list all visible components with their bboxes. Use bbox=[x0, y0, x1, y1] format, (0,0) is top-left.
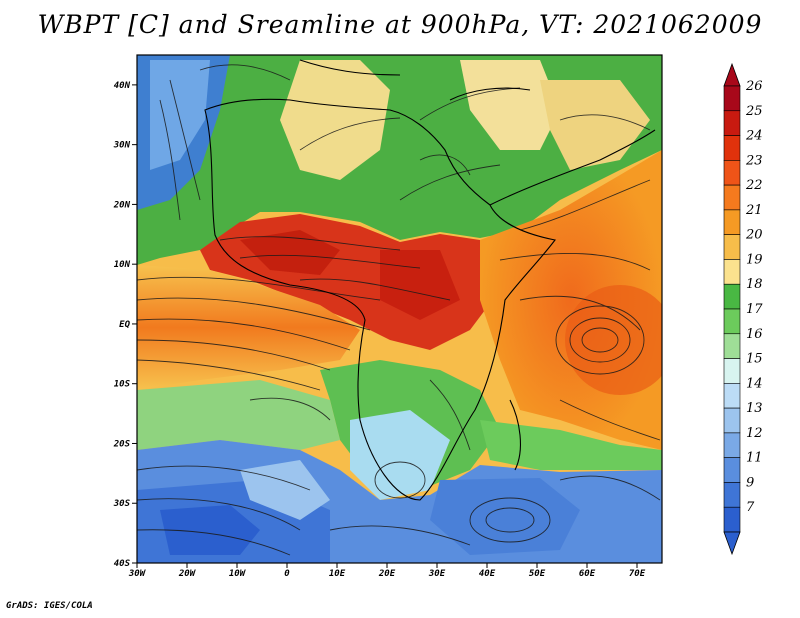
colorbar-swatch bbox=[723, 432, 741, 458]
colorbar-label: 18 bbox=[746, 277, 763, 292]
x-tick-label: 70E bbox=[629, 569, 646, 579]
y-tick-label: EQ bbox=[119, 320, 130, 330]
colorbar-label: 23 bbox=[745, 153, 763, 168]
colorbar-label: 24 bbox=[745, 129, 763, 144]
colorbar-label: 26 bbox=[745, 79, 763, 94]
y-tick-label: 20S bbox=[113, 439, 131, 449]
colorbar-swatch bbox=[723, 259, 741, 285]
x-tick-label: 10W bbox=[229, 569, 247, 579]
map-title: WBPT [C] and Sreamline at 900hPa, VT: 20… bbox=[37, 10, 763, 39]
x-tick-label: 40E bbox=[479, 569, 496, 579]
colorbar-label: 11 bbox=[746, 451, 763, 466]
colorbar-swatch bbox=[723, 110, 741, 136]
colorbar-swatch bbox=[723, 333, 741, 359]
plot-frame bbox=[136, 54, 663, 564]
colorbar-label: 16 bbox=[746, 327, 763, 342]
y-axis-labels: 40N 30N 20N 10N EQ 10S 20S 30S 40S bbox=[113, 81, 131, 569]
colorbar-label: 15 bbox=[746, 352, 763, 367]
x-tick-label: 30W bbox=[128, 569, 147, 579]
colorbar-label: 12 bbox=[746, 426, 763, 441]
colorbar-swatch bbox=[723, 283, 741, 310]
colorbar-swatch bbox=[723, 308, 741, 335]
colorbar-top-arrow bbox=[723, 62, 741, 87]
footer-credit: GrADS: IGES/COLA bbox=[6, 601, 93, 611]
colorbar-swatch bbox=[723, 482, 741, 508]
y-tick-label: 10S bbox=[114, 380, 131, 390]
colorbar-swatch bbox=[723, 506, 741, 533]
x-tick-label: 30E bbox=[428, 569, 446, 579]
streamlines bbox=[137, 64, 661, 556]
colorbar-swatch bbox=[723, 457, 741, 483]
y-tick-label: 20N bbox=[113, 200, 131, 210]
x-tick-label: 0 bbox=[284, 569, 290, 579]
x-tick-label: 60E bbox=[579, 569, 596, 579]
colorbar: 26 25 24 23 22 21 20 19 18 17 16 15 14 13 12 11 9 7 bbox=[723, 62, 763, 556]
colorbar-bottom-arrow bbox=[723, 531, 741, 556]
colorbar-label: 20 bbox=[745, 228, 763, 243]
x-tick-label: 20E bbox=[378, 569, 396, 579]
colorbar-swatch bbox=[723, 209, 741, 235]
colorbar-label: 14 bbox=[746, 376, 763, 391]
colorbar-label: 13 bbox=[746, 401, 763, 416]
y-tick-label: 30N bbox=[113, 141, 131, 151]
colorbar-swatch bbox=[723, 383, 741, 409]
y-tick-label: 40N bbox=[114, 81, 131, 91]
colorbar-swatch bbox=[723, 184, 741, 211]
colorbar-label: 21 bbox=[745, 203, 763, 218]
y-tick-label: 40S bbox=[114, 559, 131, 569]
x-axis-labels: 30W 20W 10W 0 10E 20E 30E 40E 50E 60E 70E bbox=[128, 569, 646, 579]
y-tick-label: 30S bbox=[113, 499, 131, 509]
colorbar-label: 7 bbox=[746, 500, 755, 515]
colorbar-label: 19 bbox=[746, 252, 763, 267]
colorbar-swatch bbox=[723, 160, 741, 186]
coastlines bbox=[204, 59, 656, 501]
x-tick-label: 10E bbox=[329, 569, 346, 579]
colorbar-swatch bbox=[723, 407, 741, 434]
x-tick-label: 50E bbox=[529, 569, 546, 579]
colorbar-label: 22 bbox=[745, 178, 763, 193]
x-tick-label: 20W bbox=[178, 569, 197, 579]
map-field bbox=[137, 55, 662, 563]
axis-ticks bbox=[132, 84, 638, 568]
colorbar-label: 25 bbox=[745, 104, 763, 119]
colorbar-swatch bbox=[723, 135, 741, 161]
colorbar-swatch bbox=[723, 85, 741, 112]
colorbar-swatch bbox=[723, 234, 741, 260]
colorbar-swatch bbox=[723, 358, 741, 384]
colorbar-label: 9 bbox=[746, 475, 754, 490]
y-tick-label: 10N bbox=[114, 260, 131, 270]
colorbar-label: 17 bbox=[746, 302, 763, 317]
